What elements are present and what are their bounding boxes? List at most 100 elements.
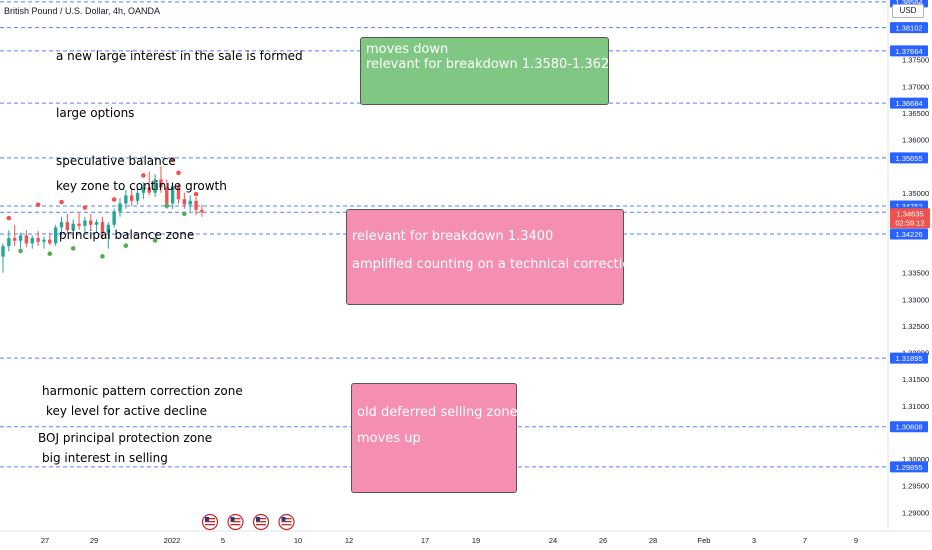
fractal-high-marker bbox=[170, 157, 175, 162]
fractal-low-marker bbox=[123, 243, 129, 249]
candle-body bbox=[141, 187, 146, 193]
fractal-low-marker bbox=[70, 246, 76, 251]
event-icon-stripe bbox=[281, 518, 292, 520]
time-tick-label: 29 bbox=[90, 536, 98, 545]
pink-note-box-lower[interactable] bbox=[351, 383, 517, 493]
event-icon-stripe bbox=[205, 521, 215, 523]
candle-body bbox=[124, 195, 128, 204]
time-tick-label: 24 bbox=[549, 536, 557, 545]
candle-body bbox=[159, 179, 163, 188]
pink-note-box-middle[interactable] bbox=[346, 209, 624, 305]
level-price-label: 1.29855 bbox=[895, 463, 922, 472]
event-icon-stripe bbox=[230, 518, 241, 520]
current-price-label: 1.34635 bbox=[896, 210, 923, 219]
level-price-label: 1.34226 bbox=[895, 230, 922, 239]
candle-body bbox=[106, 224, 110, 233]
annotation-harmonic-pattern: harmonic pattern correction zone bbox=[42, 384, 243, 398]
green-box-line2: relevant for breakdown 1.3580-1.3620 bbox=[366, 57, 618, 72]
price-tick-label: 1.32500 bbox=[902, 322, 929, 331]
level-price-badge bbox=[890, 22, 928, 34]
level-price-label: 1.31895 bbox=[895, 354, 922, 363]
fractal-low-marker bbox=[152, 238, 158, 243]
candle-body bbox=[24, 235, 29, 244]
price-tick-label: 1.29500 bbox=[902, 482, 929, 491]
pink-middle-line2: amplified counting on a technical correc… bbox=[352, 257, 639, 272]
candle-body bbox=[170, 186, 175, 204]
level-price-label: 1.37664 bbox=[895, 47, 922, 56]
candle-body bbox=[1, 246, 5, 257]
candle-body bbox=[7, 238, 11, 247]
event-icon-stripe bbox=[281, 521, 292, 523]
time-tick-label: 17 bbox=[421, 536, 429, 545]
price-tick-label: 1.31500 bbox=[902, 375, 929, 384]
time-tick-label: 2022 bbox=[164, 536, 181, 545]
candle-body bbox=[188, 200, 192, 205]
level-price-badge bbox=[890, 45, 928, 57]
candle-body bbox=[13, 238, 17, 241]
candle-body bbox=[147, 187, 151, 193]
price-tick-label: 1.37500 bbox=[902, 56, 929, 65]
candle-body bbox=[53, 227, 58, 244]
fractal-low-marker bbox=[100, 254, 105, 259]
fractal-high-marker bbox=[59, 199, 64, 205]
us-event-icon[interactable] bbox=[278, 513, 295, 531]
event-icon-stripe bbox=[256, 518, 266, 520]
level-price-label: 1.38102 bbox=[895, 24, 922, 33]
green-note-box[interactable] bbox=[360, 37, 609, 105]
time-tick-label: Feb bbox=[698, 536, 711, 545]
candle-body bbox=[30, 238, 34, 244]
level-price-badge bbox=[890, 352, 928, 364]
annotation-active-decline: key level for active decline bbox=[46, 404, 208, 418]
price-tick-label: 1.30000 bbox=[902, 455, 929, 464]
time-tick-label: 3 bbox=[752, 536, 756, 545]
candle-body bbox=[118, 203, 122, 212]
fractal-low-marker bbox=[164, 203, 170, 209]
annotation-boj-protection: BOJ principal protection zone bbox=[38, 431, 213, 445]
green-box-line1: moves down bbox=[366, 42, 449, 57]
pink-lower-line2: moves up bbox=[357, 431, 421, 446]
price-tick-label: 1.33500 bbox=[902, 269, 929, 278]
annotation-speculative-balance: speculative balance bbox=[56, 154, 176, 168]
candle-body bbox=[42, 239, 46, 242]
time-tick-label: 27 bbox=[41, 536, 49, 545]
price-tick-label: 1.36500 bbox=[902, 109, 929, 118]
event-icon-stripe bbox=[256, 524, 266, 526]
event-icon-stripe bbox=[256, 521, 266, 523]
us-event-icon[interactable] bbox=[227, 513, 244, 531]
price-tick-label: 1.36000 bbox=[902, 136, 929, 145]
chart-title: British Pound / U.S. Dollar, 4h, OANDA bbox=[4, 6, 161, 16]
pink-lower-line1: old deferred selling zone bbox=[357, 405, 518, 420]
candle-body bbox=[59, 222, 64, 228]
candle-body bbox=[89, 220, 93, 225]
annotation-key-zone-growth: key zone to continue growth bbox=[56, 179, 227, 193]
event-icon-canton bbox=[256, 517, 260, 521]
fractal-high-marker bbox=[111, 197, 117, 202]
level-price-badge bbox=[890, 152, 928, 164]
level-price-label: 1.36684 bbox=[895, 99, 922, 108]
event-icon-canton bbox=[205, 517, 209, 521]
level-price-label: 1.34752 bbox=[895, 202, 922, 211]
candle-countdown-label: 02:59:12 bbox=[895, 219, 924, 228]
time-tick-label: 9 bbox=[854, 536, 858, 545]
annotation-principal-balance: principal balance zone bbox=[59, 228, 195, 242]
fractal-high-marker bbox=[6, 215, 12, 221]
time-tick-label: 5 bbox=[221, 536, 225, 545]
time-tick-label: 28 bbox=[649, 536, 657, 545]
us-event-icon[interactable] bbox=[252, 513, 270, 531]
fractal-high-marker bbox=[35, 202, 41, 208]
currency-label[interactable]: USD bbox=[892, 4, 924, 18]
time-tick-label: 12 bbox=[345, 536, 353, 545]
us-event-icon[interactable] bbox=[201, 513, 219, 531]
candle-body bbox=[165, 187, 169, 204]
level-price-label: 1.38584 bbox=[895, 0, 922, 7]
candle-body bbox=[18, 235, 23, 241]
level-price-badge bbox=[890, 461, 928, 473]
fractal-low-marker bbox=[18, 248, 23, 254]
event-icon-stripe bbox=[205, 524, 215, 526]
candle-body bbox=[83, 220, 87, 226]
price-tick-label: 1.37000 bbox=[902, 82, 929, 91]
price-tick-label: 1.29000 bbox=[902, 508, 929, 517]
candle-body bbox=[176, 186, 181, 200]
candle-body bbox=[194, 200, 198, 210]
